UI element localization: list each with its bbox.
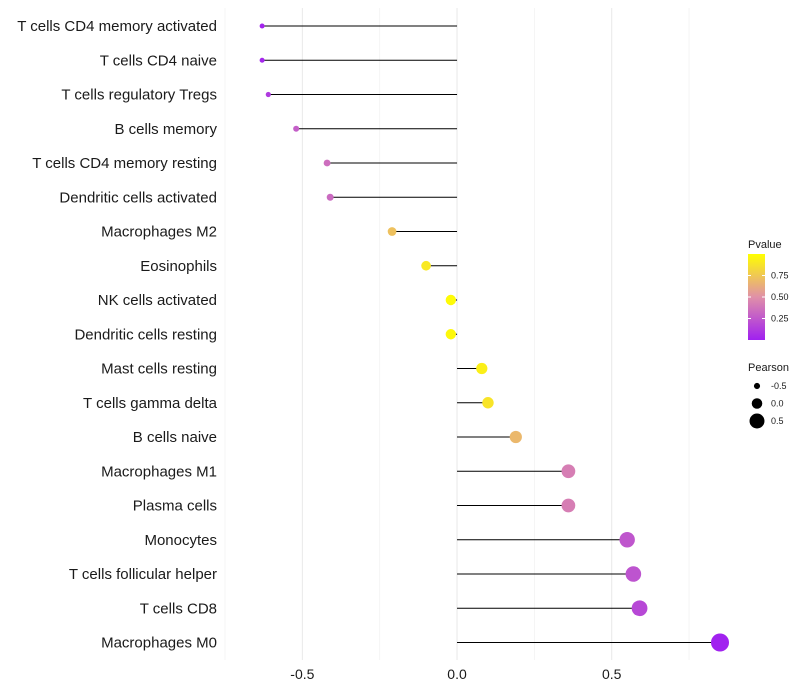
lollipop-point: [293, 125, 300, 132]
pearson-legend-key: [751, 398, 763, 409]
category-label: B cells memory: [114, 121, 217, 138]
colorbar-tick-label: 0.25: [771, 314, 789, 324]
category-label: Eosinophils: [140, 258, 217, 275]
pearson-legend-label: 0.5: [771, 416, 784, 426]
pearson-legend-title: Pearson: [748, 362, 789, 374]
category-label: Macrophages M0: [101, 635, 217, 652]
x-axis-ticks: -0.5 0.0 0.5: [290, 666, 621, 682]
category-label: Macrophages M1: [101, 463, 217, 480]
category-label: NK cells activated: [98, 292, 217, 309]
category-label: Plasma cells: [133, 498, 217, 515]
x-tick-label: 0.0: [447, 666, 467, 682]
lollipop-point: [482, 397, 494, 409]
category-label: T cells CD4 naive: [100, 52, 217, 69]
points: [259, 23, 730, 652]
pearson-legend-key: [749, 413, 765, 429]
category-label: B cells naive: [133, 429, 217, 446]
lollipop-point: [631, 600, 648, 617]
lollipop-point: [421, 260, 431, 271]
stems: [262, 25, 720, 644]
colorbar-tick-label: 0.75: [771, 271, 789, 281]
pvalue-legend-title: Pvalue: [748, 239, 782, 251]
lollipop-point: [259, 57, 265, 63]
lollipop-point: [387, 227, 397, 236]
category-label: Macrophages M2: [101, 224, 217, 241]
lollipop-point: [710, 633, 730, 652]
lollipop-point: [509, 430, 522, 444]
pearson-legend: Pearson -0.5 0.0 0.5: [748, 362, 789, 429]
category-label: Mast cells resting: [101, 361, 217, 378]
lollipop-point: [561, 464, 576, 479]
pvalue-colorbar: [748, 254, 765, 340]
lollipop-point: [476, 362, 488, 375]
category-label: T cells CD4 memory resting: [32, 155, 217, 172]
pearson-legend-label: 0.0: [771, 399, 784, 409]
x-tick-label: 0.5: [602, 666, 622, 682]
category-labels: T cells CD4 memory activated T cells CD4 …: [17, 18, 217, 652]
lollipop-point: [445, 294, 457, 306]
lollipop-point: [265, 91, 271, 98]
lollipop-point: [259, 23, 265, 29]
lollipop-point: [561, 498, 576, 513]
pearson-legend-key: [753, 382, 761, 390]
x-tick-label: -0.5: [290, 666, 314, 682]
pearson-legend-label: -0.5: [771, 381, 787, 391]
pvalue-legend: Pvalue 0.25 0.50 0.75: [748, 239, 789, 340]
lollipop-point: [625, 566, 642, 582]
category-label: T cells follicular helper: [69, 566, 217, 583]
category-label: Dendritic cells resting: [74, 326, 217, 343]
category-label: T cells gamma delta: [83, 395, 218, 412]
lollipop-point: [326, 193, 334, 201]
category-label: T cells CD4 memory activated: [17, 18, 217, 35]
lollipop-point: [445, 329, 457, 340]
category-label: Dendritic cells activated: [59, 189, 217, 206]
lollipop-point: [323, 159, 331, 167]
colorbar-tick-label: 0.50: [771, 292, 789, 302]
category-label: Monocytes: [144, 532, 217, 549]
category-label: T cells CD8: [140, 600, 217, 617]
lollipop-point: [619, 532, 635, 548]
category-label: T cells regulatory Tregs: [61, 87, 217, 104]
